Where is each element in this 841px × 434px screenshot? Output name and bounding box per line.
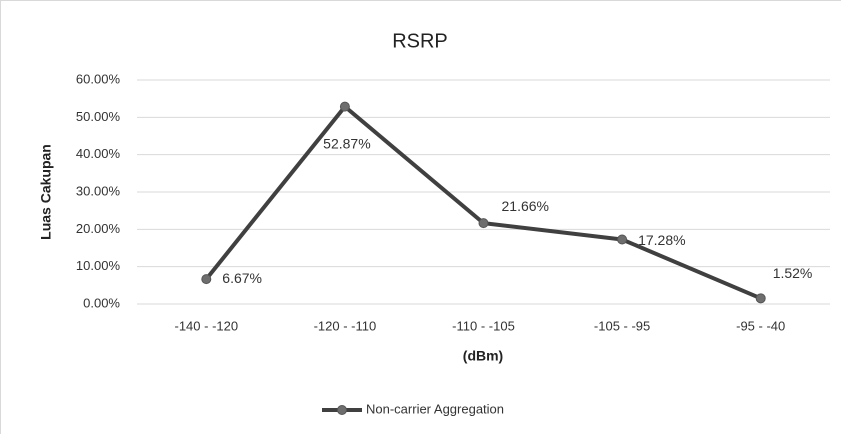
y-tick-label: 50.00% xyxy=(76,109,121,124)
y-tick-label: 10.00% xyxy=(76,258,121,273)
chart-title: RSRP xyxy=(392,30,448,52)
point-marker xyxy=(339,101,350,112)
point-marker xyxy=(617,234,628,245)
data-label: 17.28% xyxy=(638,232,685,248)
data-label: 21.66% xyxy=(502,198,549,214)
x-tick-label: -120 - -110 xyxy=(314,318,377,333)
data-label: 6.67% xyxy=(222,270,262,286)
data-label: 1.52% xyxy=(773,265,813,281)
y-tick-label: 0.00% xyxy=(83,295,120,310)
point-marker xyxy=(201,274,212,285)
y-tick-label: 30.00% xyxy=(76,183,121,198)
y-tick-label: 40.00% xyxy=(76,146,121,161)
data-label: 52.87% xyxy=(323,135,370,151)
y-tick-label: 60.00% xyxy=(76,71,121,86)
legend-label: Non-carrier Aggregation xyxy=(366,401,504,416)
y-tick-label: 20.00% xyxy=(76,221,121,236)
legend-marker xyxy=(337,405,347,415)
x-tick-label: -110 - -105 xyxy=(452,318,515,333)
y-axis-label: Luas Cakupan xyxy=(38,144,54,240)
point-marker xyxy=(478,218,489,229)
x-tick-label: -95 - -40 xyxy=(736,318,785,333)
x-tick-label: -140 - -120 xyxy=(175,318,239,333)
x-axis-label: (dBm) xyxy=(463,348,503,364)
point-marker xyxy=(755,293,766,304)
x-tick-label: -105 - -95 xyxy=(594,318,650,333)
